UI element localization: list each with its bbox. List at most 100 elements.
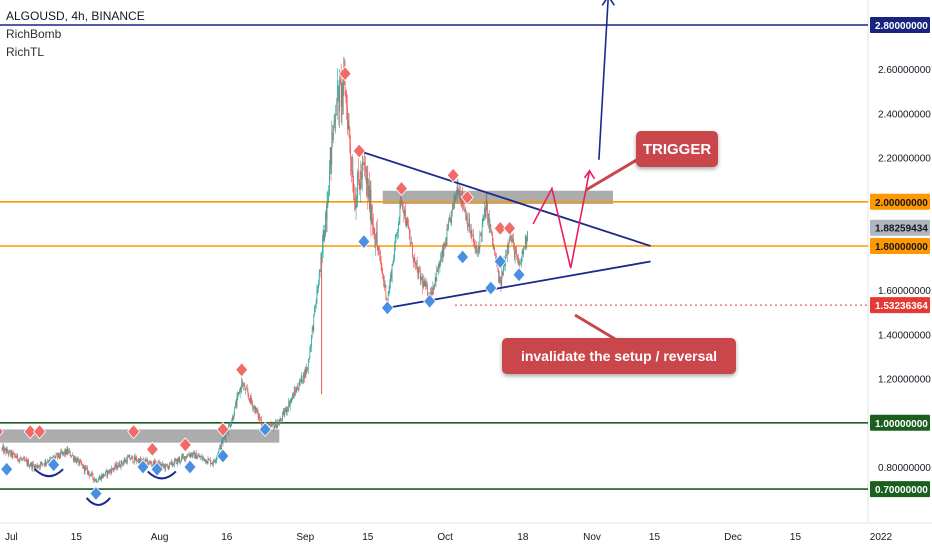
candle-body xyxy=(419,269,420,271)
candle-body xyxy=(452,203,453,211)
candle-body xyxy=(41,462,43,464)
candle-body xyxy=(173,460,175,466)
buy-marker xyxy=(493,253,507,270)
candle-body xyxy=(220,445,221,450)
candle-body xyxy=(400,197,402,203)
candle-body xyxy=(285,408,286,412)
candle-body xyxy=(203,457,205,459)
buy-marker xyxy=(136,459,150,475)
breakout-arrow-head xyxy=(601,0,615,6)
candle-body xyxy=(83,465,85,472)
candle-body xyxy=(365,166,366,172)
candle-body xyxy=(432,286,434,294)
level-badge: 2.00000000 xyxy=(875,198,928,209)
candle-body xyxy=(9,450,11,452)
candle-body xyxy=(66,449,68,455)
candle-body xyxy=(70,455,72,457)
breakout-arrow xyxy=(598,0,609,160)
candle-body xyxy=(434,277,436,284)
buy-marker xyxy=(0,461,14,477)
sell-marker xyxy=(352,143,366,159)
candle-body xyxy=(207,458,209,463)
candle-body xyxy=(286,409,288,413)
level-badge-bg xyxy=(870,238,930,254)
candle-body xyxy=(524,247,525,249)
candle-body xyxy=(108,470,110,474)
candle-body xyxy=(439,264,441,268)
candle-body xyxy=(216,456,217,461)
candle-body xyxy=(347,107,348,129)
candle-body xyxy=(90,475,91,477)
candle-body xyxy=(473,234,474,243)
candle-body xyxy=(378,250,380,253)
candle-body xyxy=(79,460,81,462)
sell-marker xyxy=(0,427,4,437)
candle-body xyxy=(357,171,358,195)
candle-body xyxy=(21,458,22,460)
candle-body xyxy=(308,358,310,361)
candle-body xyxy=(245,388,246,391)
candle-body xyxy=(444,243,445,247)
candle-body xyxy=(390,274,391,283)
candle-body xyxy=(166,464,167,466)
candle-body xyxy=(239,388,241,394)
candle-body xyxy=(502,267,504,276)
candle-body xyxy=(466,215,468,227)
candle-body xyxy=(325,212,326,237)
sell-marker xyxy=(338,66,352,82)
candle-body xyxy=(206,459,207,464)
candle-body xyxy=(172,464,174,466)
time-tick-label: Dec xyxy=(724,532,742,543)
candle-body xyxy=(130,459,131,460)
candle-body xyxy=(7,449,8,453)
candle-body xyxy=(250,395,252,402)
candle-body xyxy=(110,470,112,474)
candle-body xyxy=(228,424,230,426)
buy-marker xyxy=(484,280,498,296)
candle-body xyxy=(211,463,213,464)
current-price-badge: 1.88259434 xyxy=(875,224,928,235)
candle-body xyxy=(111,468,113,474)
candle-body xyxy=(320,257,322,270)
candle-body xyxy=(421,277,423,279)
candle-body xyxy=(30,462,32,466)
candle-body xyxy=(235,403,237,406)
buy-marker xyxy=(89,485,103,502)
candle-body xyxy=(302,380,304,383)
candle-body xyxy=(140,458,141,461)
candle-body xyxy=(225,432,227,439)
candle-body xyxy=(202,457,204,459)
candle-body xyxy=(240,388,242,390)
candle-body xyxy=(435,277,437,282)
candle-body xyxy=(81,463,83,465)
candle-body xyxy=(449,217,451,219)
candle-body xyxy=(453,195,455,205)
candle-body xyxy=(95,479,97,481)
candle-body xyxy=(237,394,239,397)
candle-body xyxy=(364,162,366,167)
candle-body xyxy=(301,375,303,383)
candle-body xyxy=(355,204,357,209)
candle-body xyxy=(467,225,469,227)
candle-body xyxy=(213,460,214,465)
candle-body xyxy=(399,202,401,218)
candle-body xyxy=(123,460,125,462)
candle-body xyxy=(408,229,410,236)
time-tick-label: 15 xyxy=(71,532,83,543)
candle-body xyxy=(292,394,293,399)
candle-body xyxy=(89,473,91,477)
candle-body xyxy=(508,243,510,248)
buy-marker xyxy=(150,461,164,477)
candle-body xyxy=(293,394,294,399)
candle-body xyxy=(128,455,130,458)
candle-body xyxy=(384,284,386,286)
candle-body xyxy=(72,455,73,457)
candle-body xyxy=(57,454,58,457)
candle-body xyxy=(248,395,250,399)
candle-body xyxy=(272,423,274,425)
candle-body xyxy=(440,258,442,265)
candle-body xyxy=(489,224,491,227)
candle-body xyxy=(43,463,44,465)
candle-body xyxy=(3,446,4,453)
